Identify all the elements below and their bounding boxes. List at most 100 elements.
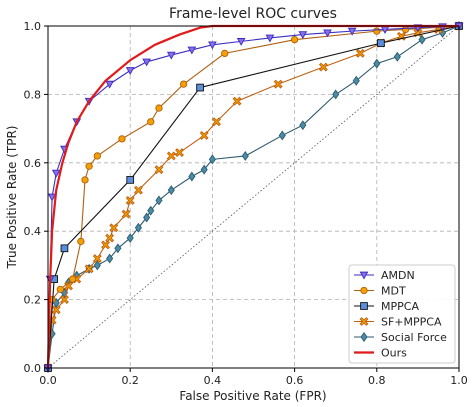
sf-mppca-point [84, 264, 94, 274]
legend-item-amdn: AMDN [354, 269, 415, 282]
y-axis-label: True Positive Rate (TPR) [5, 126, 19, 270]
social-force-point [241, 150, 249, 161]
legend-marker [360, 286, 368, 295]
social-force-point [418, 34, 426, 45]
social-force-point [299, 120, 307, 131]
mdt-point [81, 176, 89, 184]
mdt-point [221, 49, 229, 58]
legend-marker [359, 317, 369, 326]
legend-label: AMDN [381, 269, 415, 282]
amdn-point [166, 51, 176, 60]
sf-mppca-point [121, 209, 131, 219]
sf-mppca-point [318, 62, 328, 72]
sf-mppca-point [109, 223, 119, 233]
legend-item-ours: Ours [354, 347, 407, 360]
social-force-point [126, 233, 134, 244]
sf-mppca-point [105, 233, 115, 243]
sf-mppca-point [101, 240, 110, 250]
legend-marker [360, 332, 368, 342]
sf-mppca-point [60, 295, 69, 305]
amdn-point [187, 46, 197, 55]
social-force-point [155, 195, 163, 206]
amdn-point [47, 193, 57, 202]
mdt-point [401, 25, 410, 34]
sf-mppca-point [199, 131, 209, 140]
amdn-point [208, 41, 217, 50]
social-force-point [143, 212, 151, 223]
mdt-point [56, 285, 64, 293]
legend-label: Ours [381, 347, 407, 360]
social-force-point [147, 205, 155, 216]
x-tick-label: 0.2 [121, 374, 139, 387]
mdt-point [290, 36, 299, 44]
legend-marker [360, 302, 368, 310]
y-tick-label: 0.0 [24, 362, 42, 375]
y-tick-label: 0.4 [24, 225, 42, 238]
x-tick-label: 0.8 [368, 374, 386, 387]
sf-mppca-point [166, 151, 176, 161]
x-tick-label: 0.4 [204, 374, 222, 387]
legend-label: SF+MPPCA [381, 316, 442, 329]
social-force-point [167, 185, 175, 196]
legend-item-mppca: MPPCA [354, 300, 419, 313]
sf-mppca-point [133, 185, 143, 195]
amdn-point [323, 29, 332, 38]
social-force-point [352, 75, 360, 86]
sf-mppca-point [125, 195, 135, 205]
mppca-point [60, 244, 69, 253]
amdn-point [347, 27, 357, 36]
mdt-point [118, 135, 126, 143]
social-force-point [188, 171, 196, 182]
x-tick-label: 0.0 [39, 374, 57, 387]
amdn-point [51, 169, 61, 178]
social-force-point [106, 253, 114, 264]
mdt-point [85, 162, 93, 170]
sf-mppca-point [355, 48, 365, 58]
chart-title: Frame-level ROC curves [169, 6, 337, 22]
social-force-point [278, 130, 286, 141]
social-force-point [200, 164, 208, 175]
legend-box [348, 264, 456, 364]
mdt-point [373, 27, 381, 35]
diagonal-reference-line [47, 25, 460, 369]
sf-mppca-point [92, 254, 102, 263]
mppca-point [196, 83, 204, 92]
y-tick-label: 0.8 [24, 88, 42, 101]
legend-marker [359, 271, 369, 280]
sf-mppca-point [175, 148, 184, 157]
plot-frame [47, 25, 460, 369]
mdt-point [77, 237, 85, 246]
axis-ticks: 0.0 0.2 0.4 0.6 0.8 1.0 0.0 0.2 0.4 0.6 0.8 1.0 [24, 20, 468, 387]
x-tick-label: 0.6 [286, 374, 304, 387]
legend-item-sf-mppca: SF+MPPCA [354, 316, 442, 329]
social-force-point [93, 260, 101, 271]
amdn-point [125, 67, 135, 75]
social-force-point [208, 154, 216, 165]
series-ours [46, 24, 459, 369]
sf-mppca-point [154, 165, 164, 175]
mdt-point [147, 118, 155, 126]
mdt-point [179, 80, 188, 88]
mdt-point [69, 275, 77, 283]
social-force-point [373, 58, 381, 69]
x-tick-label: 1.0 [450, 374, 468, 387]
social-force-point [332, 89, 340, 100]
amdn-point [142, 58, 152, 67]
ours-line [46, 24, 459, 369]
y-tick-label: 0.2 [24, 294, 42, 307]
legend-item-mdt: MDT [354, 285, 406, 298]
amdn-point [236, 38, 246, 46]
legend: AMDN MDT MPPCA SF+MPPCA Social Force Ours [348, 264, 456, 364]
x-axis-label: False Positive Rate (FPR) [179, 389, 326, 403]
amdn-line [47, 25, 460, 369]
amdn-point [298, 31, 308, 40]
sf-mppca-point [232, 96, 242, 106]
sf-mppca-point [273, 79, 283, 89]
social-force-point [393, 51, 401, 62]
mdt-point [155, 104, 163, 112]
y-tick-label: 0.6 [24, 157, 42, 170]
sf-mppca-point [212, 117, 221, 127]
amdn-point [265, 34, 275, 43]
legend-label: MDT [381, 285, 406, 298]
